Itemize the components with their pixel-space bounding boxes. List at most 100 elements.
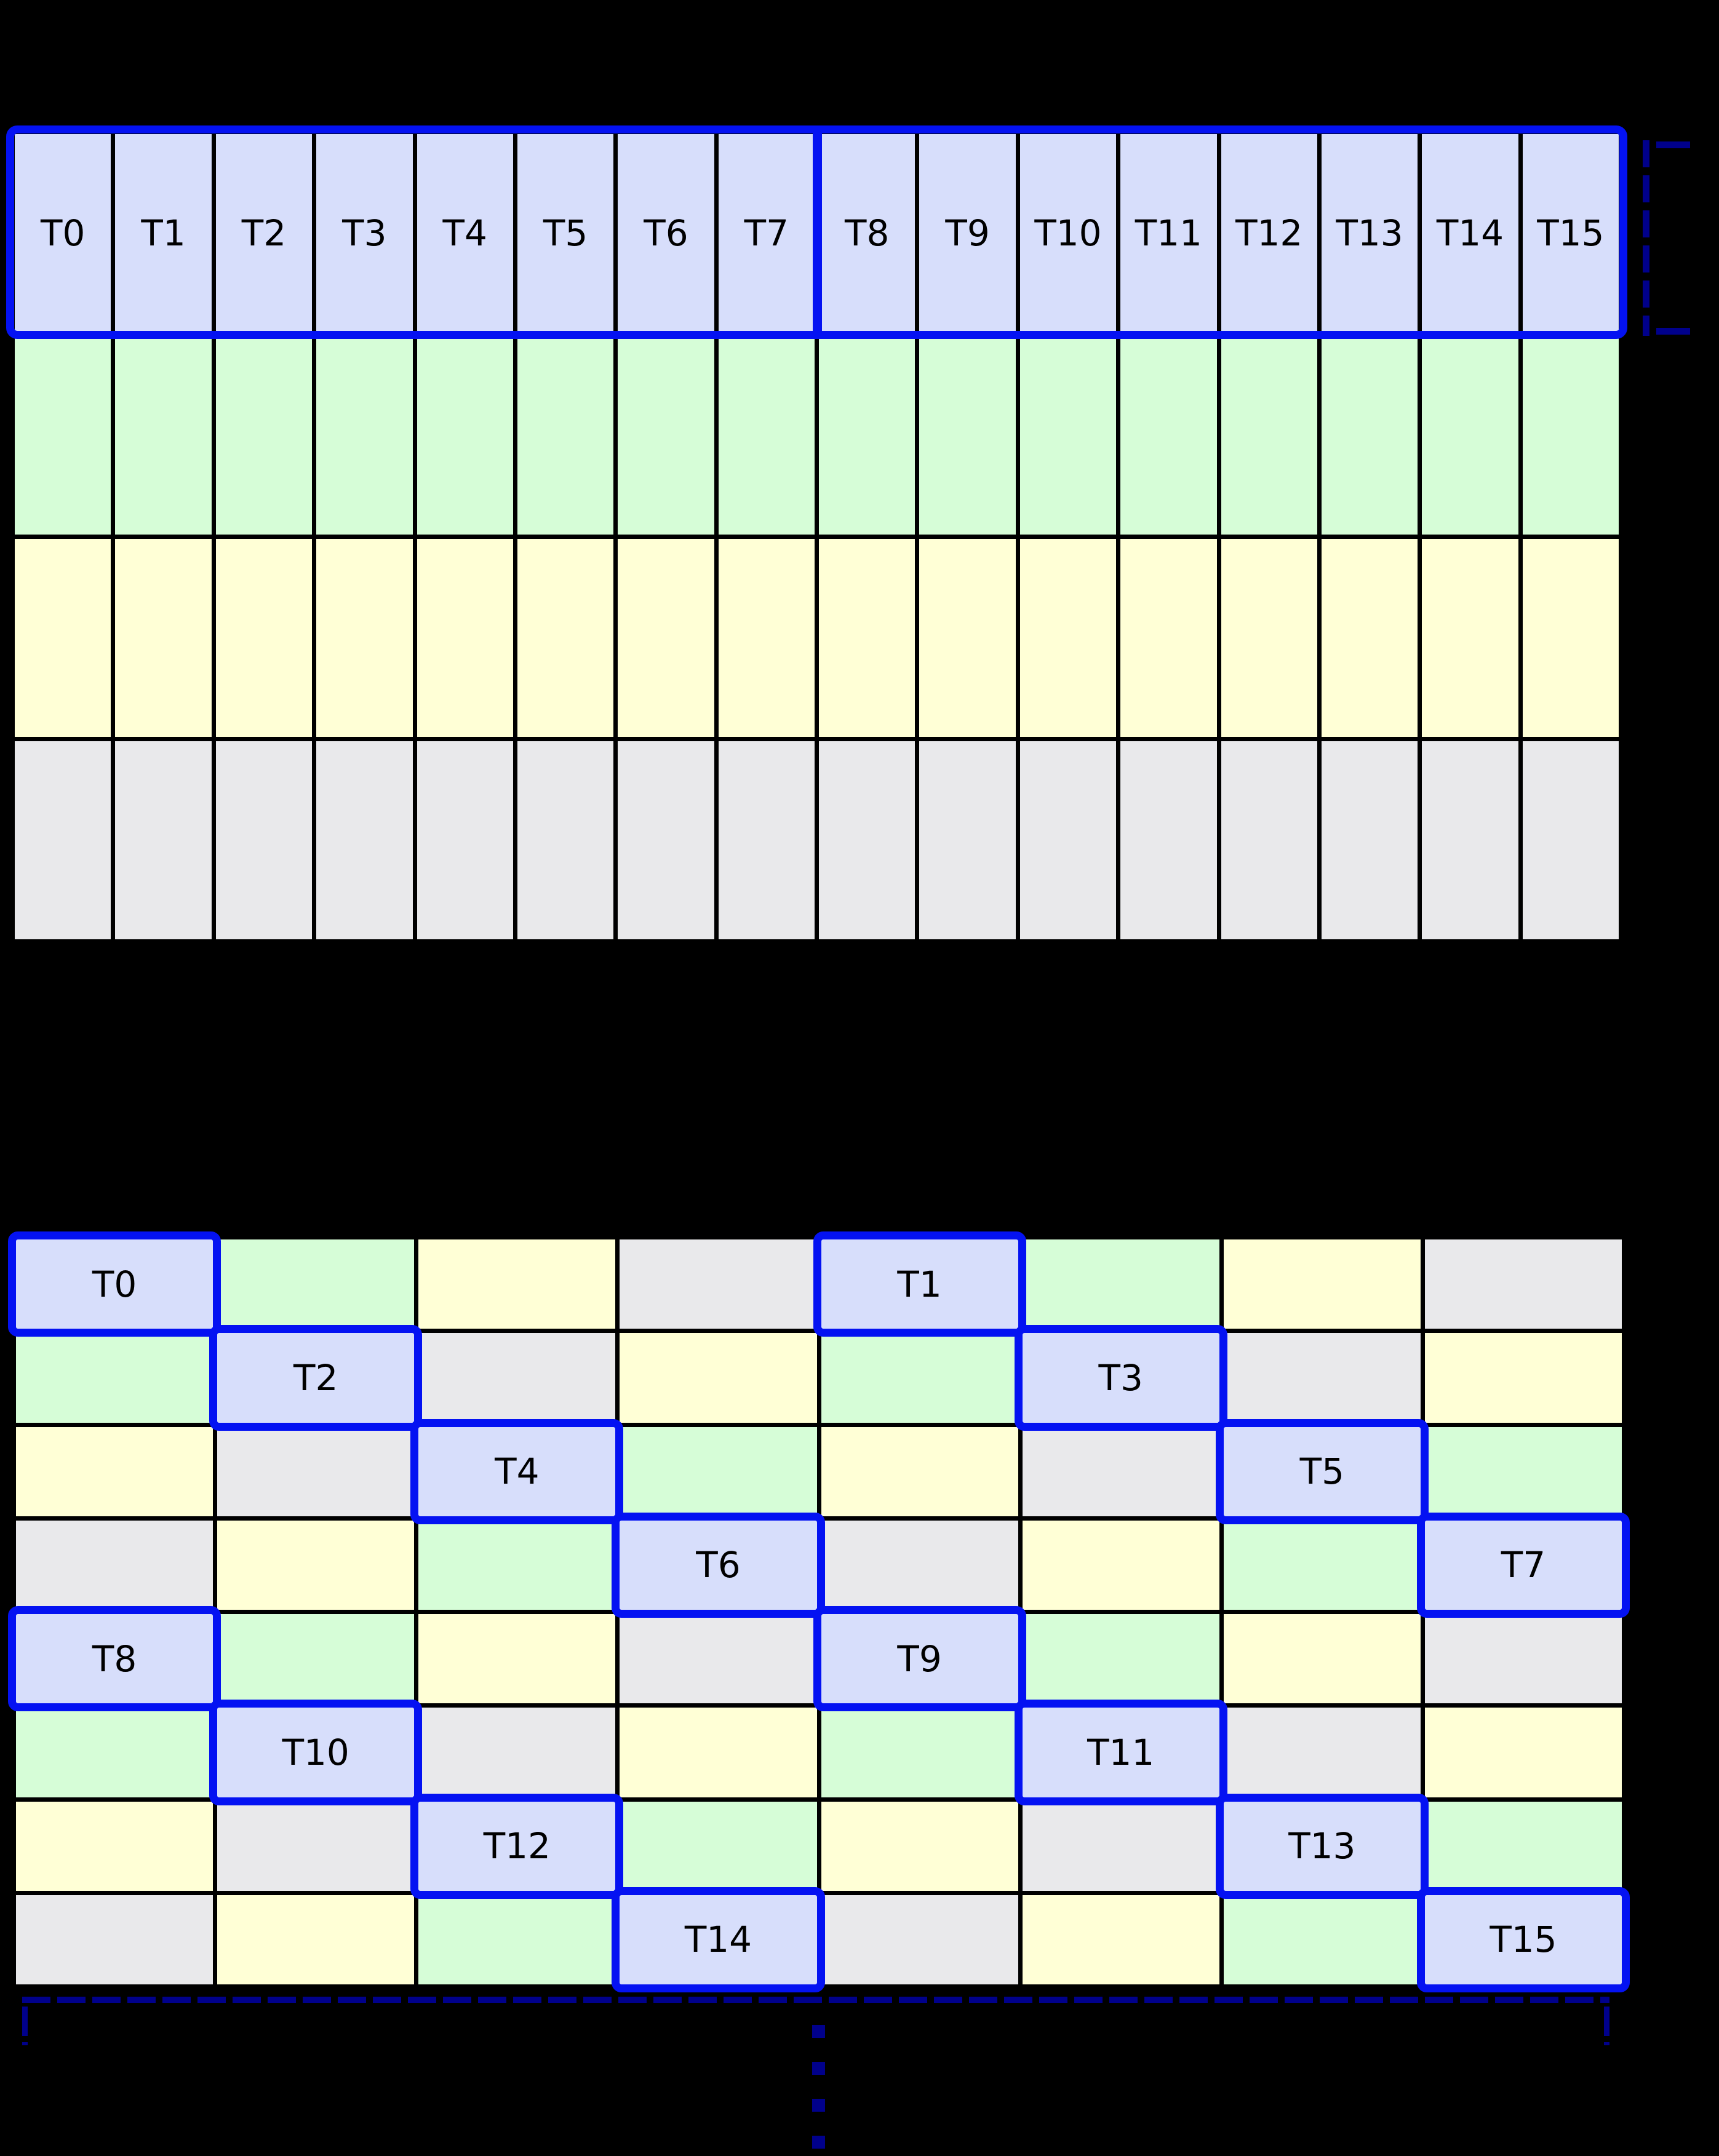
- bottom-grid-cell: [1022, 1239, 1219, 1329]
- top-grid-cell: [919, 539, 1016, 737]
- top-grid-cell: [718, 539, 815, 737]
- bottom-grid-cell: [16, 1708, 213, 1797]
- top-grid-cell: [517, 336, 614, 535]
- row-height-bracket-line: [1643, 140, 1649, 336]
- bottom-grid-cell: [1223, 1520, 1421, 1610]
- top-grid-cell: [919, 336, 1016, 535]
- top-grid-cell: [316, 539, 413, 737]
- bottom-grid-cell: [1223, 1333, 1421, 1423]
- top-grid-cell: [819, 336, 915, 535]
- bottom-grid-cell: [1022, 1426, 1219, 1516]
- top-grid-cell: T8: [819, 134, 915, 332]
- bottom-grid-cell: [16, 1426, 213, 1516]
- bottom-grid-cell: [1022, 1801, 1219, 1891]
- row-height-bracket-bottom-tick: [1656, 328, 1690, 335]
- bottom-grid-cell: T8: [7, 1605, 221, 1712]
- bottom-grid-cell: [418, 1520, 616, 1610]
- bottom-grid-cell: T10: [209, 1700, 423, 1805]
- bottom-grid-cell: T1: [813, 1231, 1026, 1337]
- top-grid-cell: T0: [15, 134, 111, 332]
- bottom-grid-cell: T9: [813, 1605, 1026, 1712]
- top-grid-cell: [417, 539, 513, 737]
- top-grid-cell: [718, 336, 815, 535]
- top-grid-cell: [618, 741, 714, 939]
- bottom-grid-cell: [16, 1333, 213, 1423]
- top-grid-cell: [1522, 336, 1619, 535]
- top-grid-cell: [316, 741, 413, 939]
- bottom-grid-cell: T0: [7, 1231, 221, 1337]
- bottom-grid-cell: [1424, 1239, 1622, 1329]
- bottom-grid-cell: [821, 1801, 1018, 1891]
- top-grid-cell: [316, 336, 413, 535]
- bottom-grid-cell: [821, 1708, 1018, 1797]
- top-grid-cell: [215, 741, 313, 939]
- bottom-grid-cell: [821, 1426, 1018, 1516]
- grid-width-bracket-left-tick: [22, 2007, 28, 2045]
- bottom-grid-cell: [620, 1239, 817, 1329]
- bottom-grid-cell: [1022, 1520, 1219, 1610]
- top-grid-cell: [819, 539, 915, 737]
- bottom-grid-cell: [1022, 1614, 1219, 1704]
- grid-width-bracket-right-tick: [1604, 2007, 1609, 2045]
- bottom-grid-cell: T5: [1215, 1418, 1429, 1525]
- top-grid-cell: T7: [718, 134, 815, 332]
- top-grid-cell: [517, 741, 614, 939]
- bottom-grid-cell: T4: [410, 1418, 624, 1525]
- top-grid-cell: [417, 336, 513, 535]
- top-grid-cell: [1019, 539, 1117, 737]
- top-grid-cell: T5: [517, 134, 614, 332]
- bottom-grid-cell: [418, 1895, 616, 1984]
- bottom-grid-cell: [821, 1895, 1018, 1984]
- top-grid-cell: T10: [1019, 134, 1117, 332]
- top-grid-cell: [517, 539, 614, 737]
- bottom-grid-cell: [1223, 1239, 1421, 1329]
- top-grid-cell: [1019, 336, 1117, 535]
- top-grid-cell: [1422, 539, 1518, 737]
- bottom-grid-cell: [1424, 1333, 1622, 1423]
- bottom-grid-cell: [620, 1614, 817, 1704]
- top-grid-cell: [1221, 336, 1317, 535]
- bottom-grid-cell: T15: [1416, 1887, 1630, 1993]
- top-grid-cell: [15, 336, 111, 535]
- top-grid-cell: T11: [1120, 134, 1217, 332]
- top-grid-cell: T3: [316, 134, 413, 332]
- top-grid-cell: [15, 539, 111, 737]
- top-grid-cell: [1120, 741, 1217, 939]
- top-grid-cell: [115, 741, 212, 939]
- bottom-grid-cell: [217, 1426, 415, 1516]
- row-height-bracket-top-tick: [1656, 141, 1690, 148]
- top-grid-cell: [1522, 741, 1619, 939]
- top-grid-cell: [718, 741, 815, 939]
- top-grid-cell: [919, 741, 1016, 939]
- bottom-grid-cell: T14: [612, 1887, 825, 1993]
- top-grid-cell: T15: [1522, 134, 1619, 332]
- bottom-grid-cell: [620, 1708, 817, 1797]
- bottom-grid-cell: T6: [612, 1512, 825, 1618]
- bottom-grid-cell: [1022, 1895, 1219, 1984]
- bottom-grid-cell: [620, 1426, 817, 1516]
- bottom-grid-cell: [418, 1614, 616, 1704]
- bottom-grid-cell: [1424, 1801, 1622, 1891]
- top-grid-cell: T2: [215, 134, 313, 332]
- top-grid-cell: [1221, 741, 1317, 939]
- top-grid-cell: T12: [1221, 134, 1317, 332]
- grid-width-bracket-line: [22, 1997, 1609, 2003]
- top-grid-cell: [1019, 741, 1117, 939]
- top-grid-cell: [618, 336, 714, 535]
- top-grid-cell: [819, 741, 915, 939]
- bottom-grid: T0 T1 T2 T3: [7, 1231, 1630, 1993]
- bottom-grid-cell: [1424, 1426, 1622, 1516]
- top-grid-cell: [1321, 741, 1418, 939]
- top-grid: T0 T1 T2 T3 T4 T5 T6 T7 T8 T9 T10 T11 T1…: [6, 125, 1627, 944]
- bottom-grid-cell: [16, 1895, 213, 1984]
- bottom-grid-cell: [620, 1333, 817, 1423]
- continuation-ellipsis: [812, 2025, 825, 2155]
- bottom-grid-cell: [1223, 1895, 1421, 1984]
- bottom-grid-cell: [217, 1895, 415, 1984]
- top-grid-cell: [1422, 741, 1518, 939]
- bottom-grid-cell: [16, 1801, 213, 1891]
- bottom-grid-cell: T3: [1014, 1325, 1227, 1431]
- bottom-grid-cell: [1223, 1614, 1421, 1704]
- top-grid-cell: [1120, 539, 1217, 737]
